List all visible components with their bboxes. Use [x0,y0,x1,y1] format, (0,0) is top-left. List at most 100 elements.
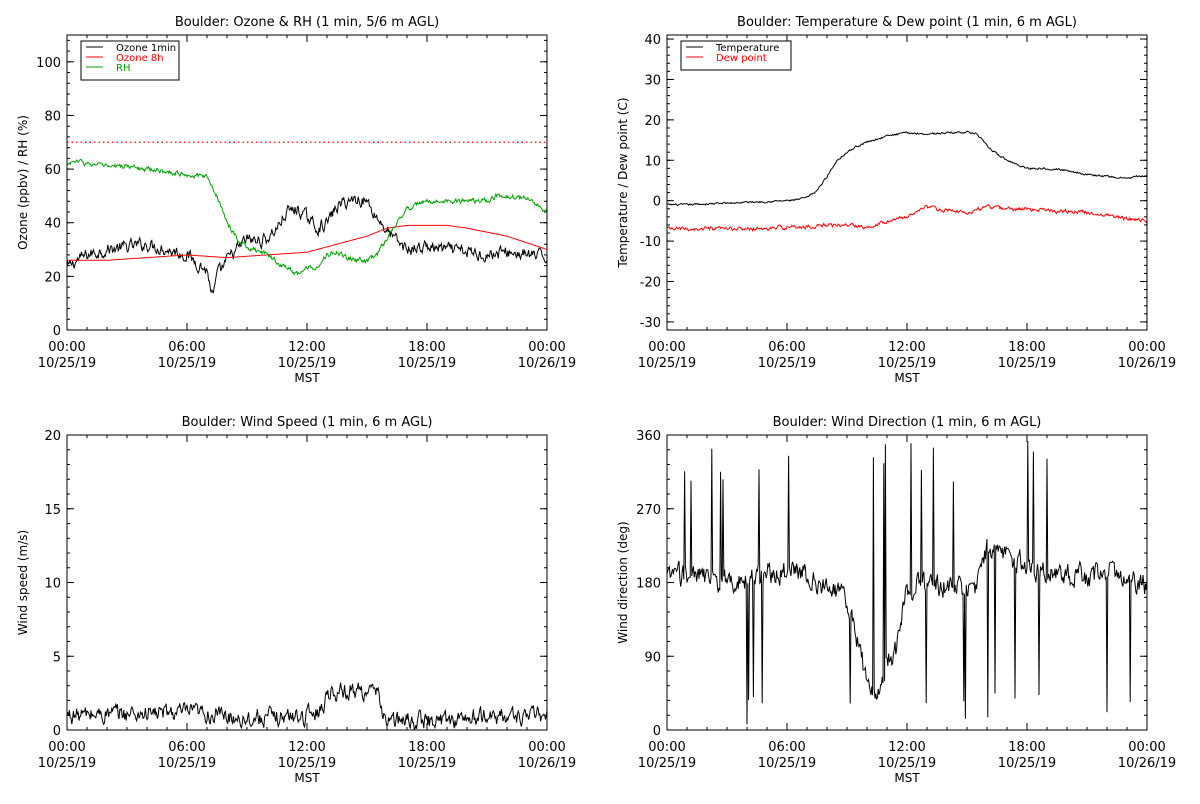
x-tick-date: 10/25/19 [158,756,216,771]
y-tick-label: 15 [44,503,61,518]
wind_dir-panel: Boulder: Wind Direction (1 min, 6 m AGL)… [616,415,1176,785]
temp_dew-xlabel: MST [894,371,920,385]
x-tick-date: 10/25/19 [38,356,96,371]
x-tick-date: 10/25/19 [398,756,456,771]
y-tick-label: -30 [640,316,661,331]
legend-label: Temperature [715,43,779,54]
temp_dew-panel: Boulder: Temperature & Dew point (1 min,… [616,15,1176,385]
x-tick-time: 12:00 [288,340,325,355]
temperature-series-line [667,130,1147,207]
plot-frame [666,34,1148,331]
x-tick-time: 00:00 [528,740,565,755]
x-tick-time: 00:00 [48,340,85,355]
dew-point-series-line [667,204,1147,232]
y-tick-label: 0 [653,195,661,210]
y-tick-label: 20 [44,429,61,444]
x-tick-date: 10/26/19 [518,356,576,371]
legend-label: Dew point [716,53,767,64]
x-tick-time: 00:00 [48,740,85,755]
y-tick-label: 60 [44,163,61,178]
ozone-1min-series-line [67,195,547,294]
y-tick-label: 40 [644,33,661,48]
x-tick-time: 00:00 [1128,340,1165,355]
x-tick-time: 00:00 [528,340,565,355]
x-tick-date: 10/25/19 [758,356,816,371]
x-tick-time: 12:00 [288,740,325,755]
x-tick-date: 10/25/19 [638,756,696,771]
x-tick-time: 06:00 [168,740,205,755]
x-tick-date: 10/25/19 [278,356,336,371]
series-group [667,441,1147,725]
y-tick-label: 10 [644,154,661,169]
x-tick-time: 18:00 [408,340,445,355]
y-tick-label: 100 [36,56,61,71]
ozone_rh-panel: Boulder: Ozone & RH (1 min, 5/6 m AGL) 0 2… [16,15,576,385]
y-tick-label: 20 [44,270,61,285]
series-group [67,158,547,294]
wind_dir-ylabel: Wind direction (deg) [616,521,630,643]
y-tick-label: 0 [653,724,661,739]
wind_dir-series-line [667,441,1147,725]
ozone_rh-ylabel: Ozone (ppbv) / RH (%) [16,115,30,250]
legend-label: RH [116,63,130,74]
y-tick-label: 0 [53,324,61,339]
y-tick-label: 30 [644,73,661,88]
y-tick-label: 5 [53,650,61,665]
y-tick-label: 180 [636,577,661,592]
wind_speed-panel: Boulder: Wind Speed (1 min, 6 m AGL) 0 5 10… [16,415,576,785]
series-group [67,682,547,730]
legend-label: Ozone 1min [116,43,176,54]
x-tick-time: 06:00 [768,740,805,755]
wind_dir-xlabel: MST [894,771,920,785]
legend-label: Ozone 8h [116,53,164,64]
ozone_rh-title: Boulder: Ozone & RH (1 min, 5/6 m AGL) [175,15,439,30]
wind_speed-series-line [67,682,547,730]
y-tick-label: 0 [53,724,61,739]
x-tick-date: 10/25/19 [998,756,1056,771]
y-tick-label: 80 [44,109,61,124]
y-tick-label: 270 [636,503,661,518]
temp_dew-title: Boulder: Temperature & Dew point (1 min,… [737,15,1077,30]
wind_speed-ylabel: Wind speed (m/s) [16,530,30,635]
x-tick-date: 10/26/19 [1118,356,1176,371]
x-tick-time: 00:00 [648,740,685,755]
x-tick-time: 00:00 [1128,740,1165,755]
x-tick-date: 10/26/19 [518,756,576,771]
x-tick-date: 10/25/19 [878,756,936,771]
x-tick-date: 10/25/19 [998,356,1056,371]
ozone-8h-series-line [67,224,547,261]
y-tick-label: 10 [44,577,61,592]
y-tick-label: 40 [44,217,61,232]
y-tick-label: 360 [636,429,661,444]
y-tick-label: -20 [640,276,661,291]
legend-box [680,40,792,71]
x-tick-time: 18:00 [408,740,445,755]
wind_dir-title: Boulder: Wind Direction (1 min, 6 m AGL) [773,415,1042,430]
x-tick-time: 12:00 [888,740,925,755]
y-tick-label: 20 [644,114,661,129]
plot-frame [66,434,548,731]
series-group [667,130,1147,232]
rh-series-line [67,158,547,276]
x-tick-time: 00:00 [648,340,685,355]
x-tick-time: 12:00 [888,340,925,355]
x-tick-date: 10/25/19 [878,356,936,371]
temp_dew-ylabel: Temperature / Dew point (C) [616,97,630,268]
plot-frame [66,34,548,331]
plot-frame [666,434,1148,731]
wind_speed-title: Boulder: Wind Speed (1 min, 6 m AGL) [182,415,433,430]
y-tick-label: 90 [644,650,661,665]
x-tick-time: 06:00 [768,340,805,355]
x-tick-time: 18:00 [1008,740,1045,755]
x-tick-date: 10/25/19 [38,756,96,771]
x-tick-date: 10/25/19 [158,356,216,371]
x-tick-time: 18:00 [1008,340,1045,355]
wind_speed-xlabel: MST [294,771,320,785]
x-tick-time: 06:00 [168,340,205,355]
x-tick-date: 10/25/19 [638,356,696,371]
y-tick-label: -10 [640,235,661,250]
